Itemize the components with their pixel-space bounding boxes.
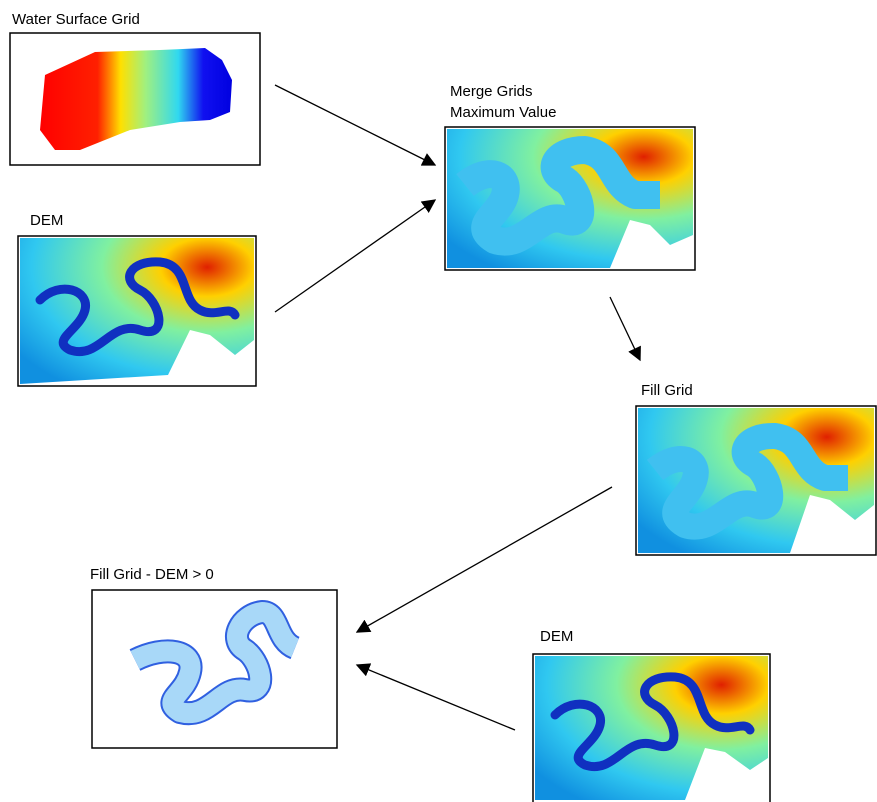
panel	[92, 590, 337, 748]
node-label: Fill Grid	[641, 382, 693, 399]
arrow	[275, 200, 435, 312]
node-sublabel: Maximum Value	[450, 104, 556, 121]
node-label: Water Surface Grid	[12, 11, 140, 28]
arrow	[357, 487, 612, 632]
node-label: Fill Grid - DEM > 0	[90, 566, 214, 583]
arrow	[610, 297, 640, 360]
diagram: Water Surface Grid DEM Merge Grids Maxim…	[0, 0, 877, 802]
arrow	[275, 85, 435, 165]
node-label: Merge Grids	[450, 83, 533, 100]
arrow	[357, 665, 515, 730]
node-label: DEM	[540, 628, 573, 645]
node-label: DEM	[30, 212, 63, 229]
